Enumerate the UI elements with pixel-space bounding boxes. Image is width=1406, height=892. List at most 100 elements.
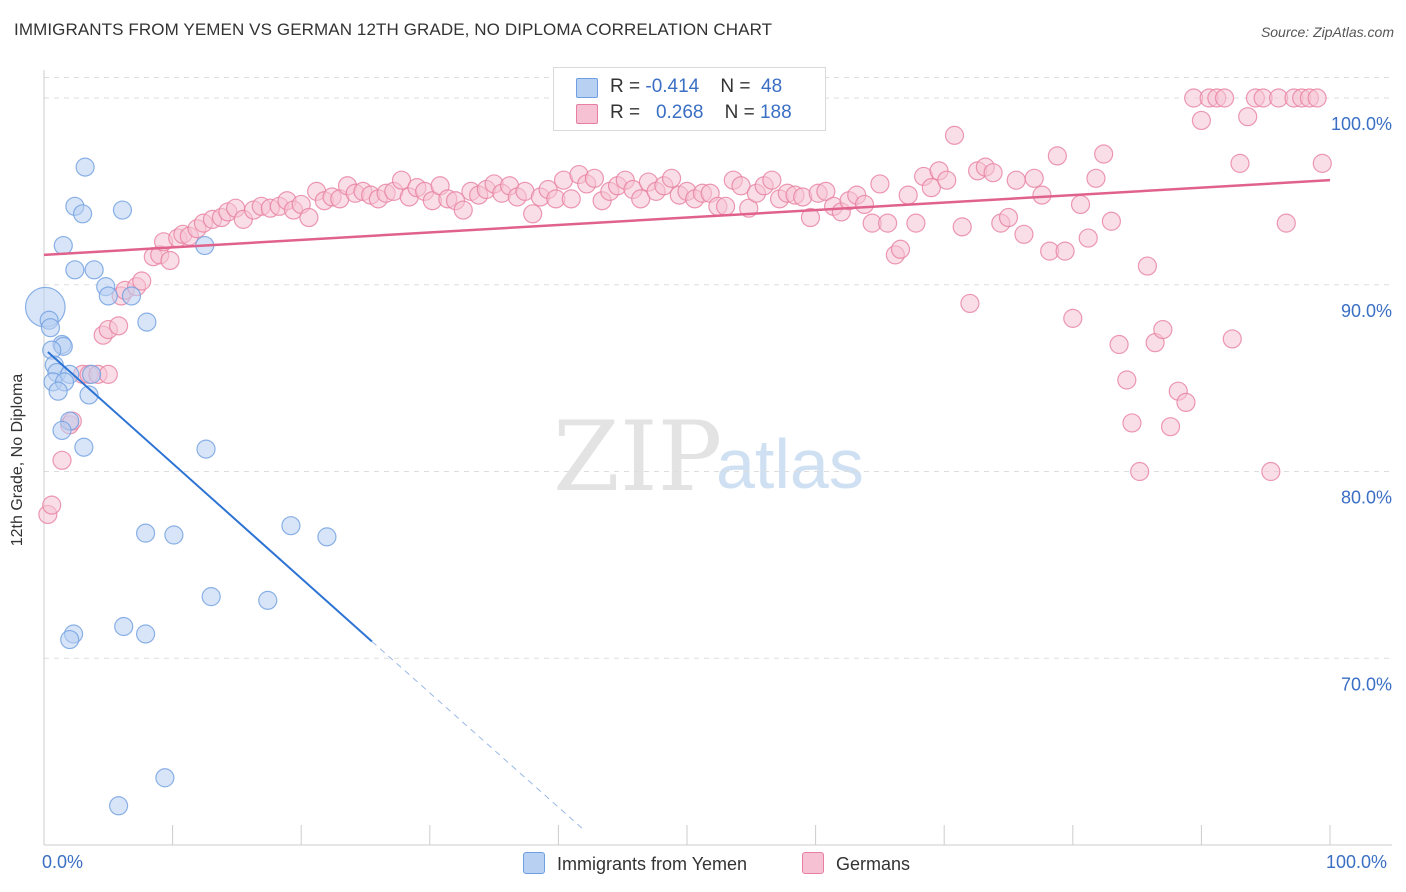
germans-point [1055,241,1075,261]
germans-point [391,170,412,190]
germans-point [870,174,890,194]
germans-point [1191,110,1212,131]
germans-point [983,163,1003,183]
germans-point [1153,319,1173,340]
germans-point [561,189,581,209]
legend-swatch-pink [576,104,598,124]
germans-point [1070,194,1091,215]
y-tick-label: 90.0% [1341,301,1392,321]
germans-point [1109,334,1129,355]
germans-point [1014,224,1034,244]
yemen-point [114,616,134,637]
germans-point [1006,170,1026,190]
germans-point [1094,144,1114,164]
yemen-trend-extension [371,641,585,831]
germans-point [661,168,682,188]
germans-point [854,194,875,215]
germans-point [960,293,980,314]
legend-n-value: 48 [761,76,783,97]
yemen-point [60,629,80,650]
germans-point [1101,211,1121,231]
germans-point [1160,417,1181,437]
germans-point [906,213,926,233]
germans-point [1032,185,1052,205]
yemen-point [84,260,104,280]
yemen-point [48,381,68,401]
legend-n-label: N = [724,102,760,123]
germans-point [1122,413,1142,433]
legend: R = -0.414 N = 48 R = 0.268 N = 188 [553,67,826,131]
germans-trend-line [43,178,1331,257]
yemen-trend-line [47,351,373,643]
yemen-point [164,525,184,545]
bottom-legend-germans: Germans [802,852,910,875]
germans-point [584,168,605,188]
germans-point [1086,168,1106,188]
germans-point [921,178,941,198]
germans-point [1312,153,1332,173]
yemen-point [155,768,175,788]
yemen-point [40,318,61,338]
yemen-point [196,439,216,459]
yemen-point [79,385,99,405]
germans-point [1222,329,1242,349]
y-tick-label: 70.0% [1341,674,1392,694]
yemen-point [74,437,94,457]
germans-point [1063,308,1083,328]
germans-point [998,207,1019,228]
y-tick-label: 80.0% [1341,488,1392,508]
germans-point [800,207,821,228]
watermark-atlas: atlas [716,425,864,503]
germans-point [952,217,972,237]
legend-r-label: R = [610,102,646,123]
bottom-legend-swatch-pink [802,852,824,874]
yemen-point [53,235,73,256]
yemen-point [135,523,156,543]
yemen-point [317,527,337,547]
yemen-point [201,587,221,607]
germans-point [762,170,782,190]
germans-point [898,185,918,205]
legend-n-value: 188 [759,102,792,123]
germans-point [42,495,62,515]
germans-point [1117,370,1137,390]
germans-point [299,207,319,228]
yemen-point [121,286,142,306]
germans-point [108,316,129,336]
germans-point [453,200,473,220]
germans-point [731,176,751,196]
yemen-point [65,260,85,280]
germans-point [160,250,180,271]
x-tick-label-max: 100.0% [1326,852,1388,872]
yemen-point [281,516,301,536]
yemen-point [135,624,156,644]
germans-point [1276,213,1296,233]
germans-point [890,239,911,259]
germans-point [1137,256,1157,276]
germans-point [1261,461,1281,482]
germans-point [1024,168,1044,188]
germans-point [1047,146,1067,166]
chart-title: IMMIGRANTS FROM YEMEN VS GERMAN 12TH GRA… [14,20,773,39]
germans-point [1130,461,1150,482]
y-tick-label: 100.0% [1331,114,1392,134]
germans-point [98,364,118,384]
germans-point [132,271,152,291]
germans-point [1230,153,1250,173]
germans-point [631,189,651,209]
yemen-point [52,420,72,441]
bottom-legend-swatch-blue [523,852,545,874]
germans-point [1307,88,1327,108]
legend-n-label: N = [720,76,756,97]
yemen-point [81,364,102,384]
germans-point [52,450,72,470]
germans-point [937,170,957,190]
yemen-point [112,200,133,220]
bottom-legend-yemen: Immigrants from Yemen [523,852,747,875]
bottom-legend-label-germans: Germans [836,854,911,874]
legend-r-value: -0.414 [645,76,700,97]
x-tick-label-min: 0.0% [42,852,84,872]
chart-source: Source: ZipAtlas.com [1260,24,1394,40]
yemen-point [75,157,95,177]
